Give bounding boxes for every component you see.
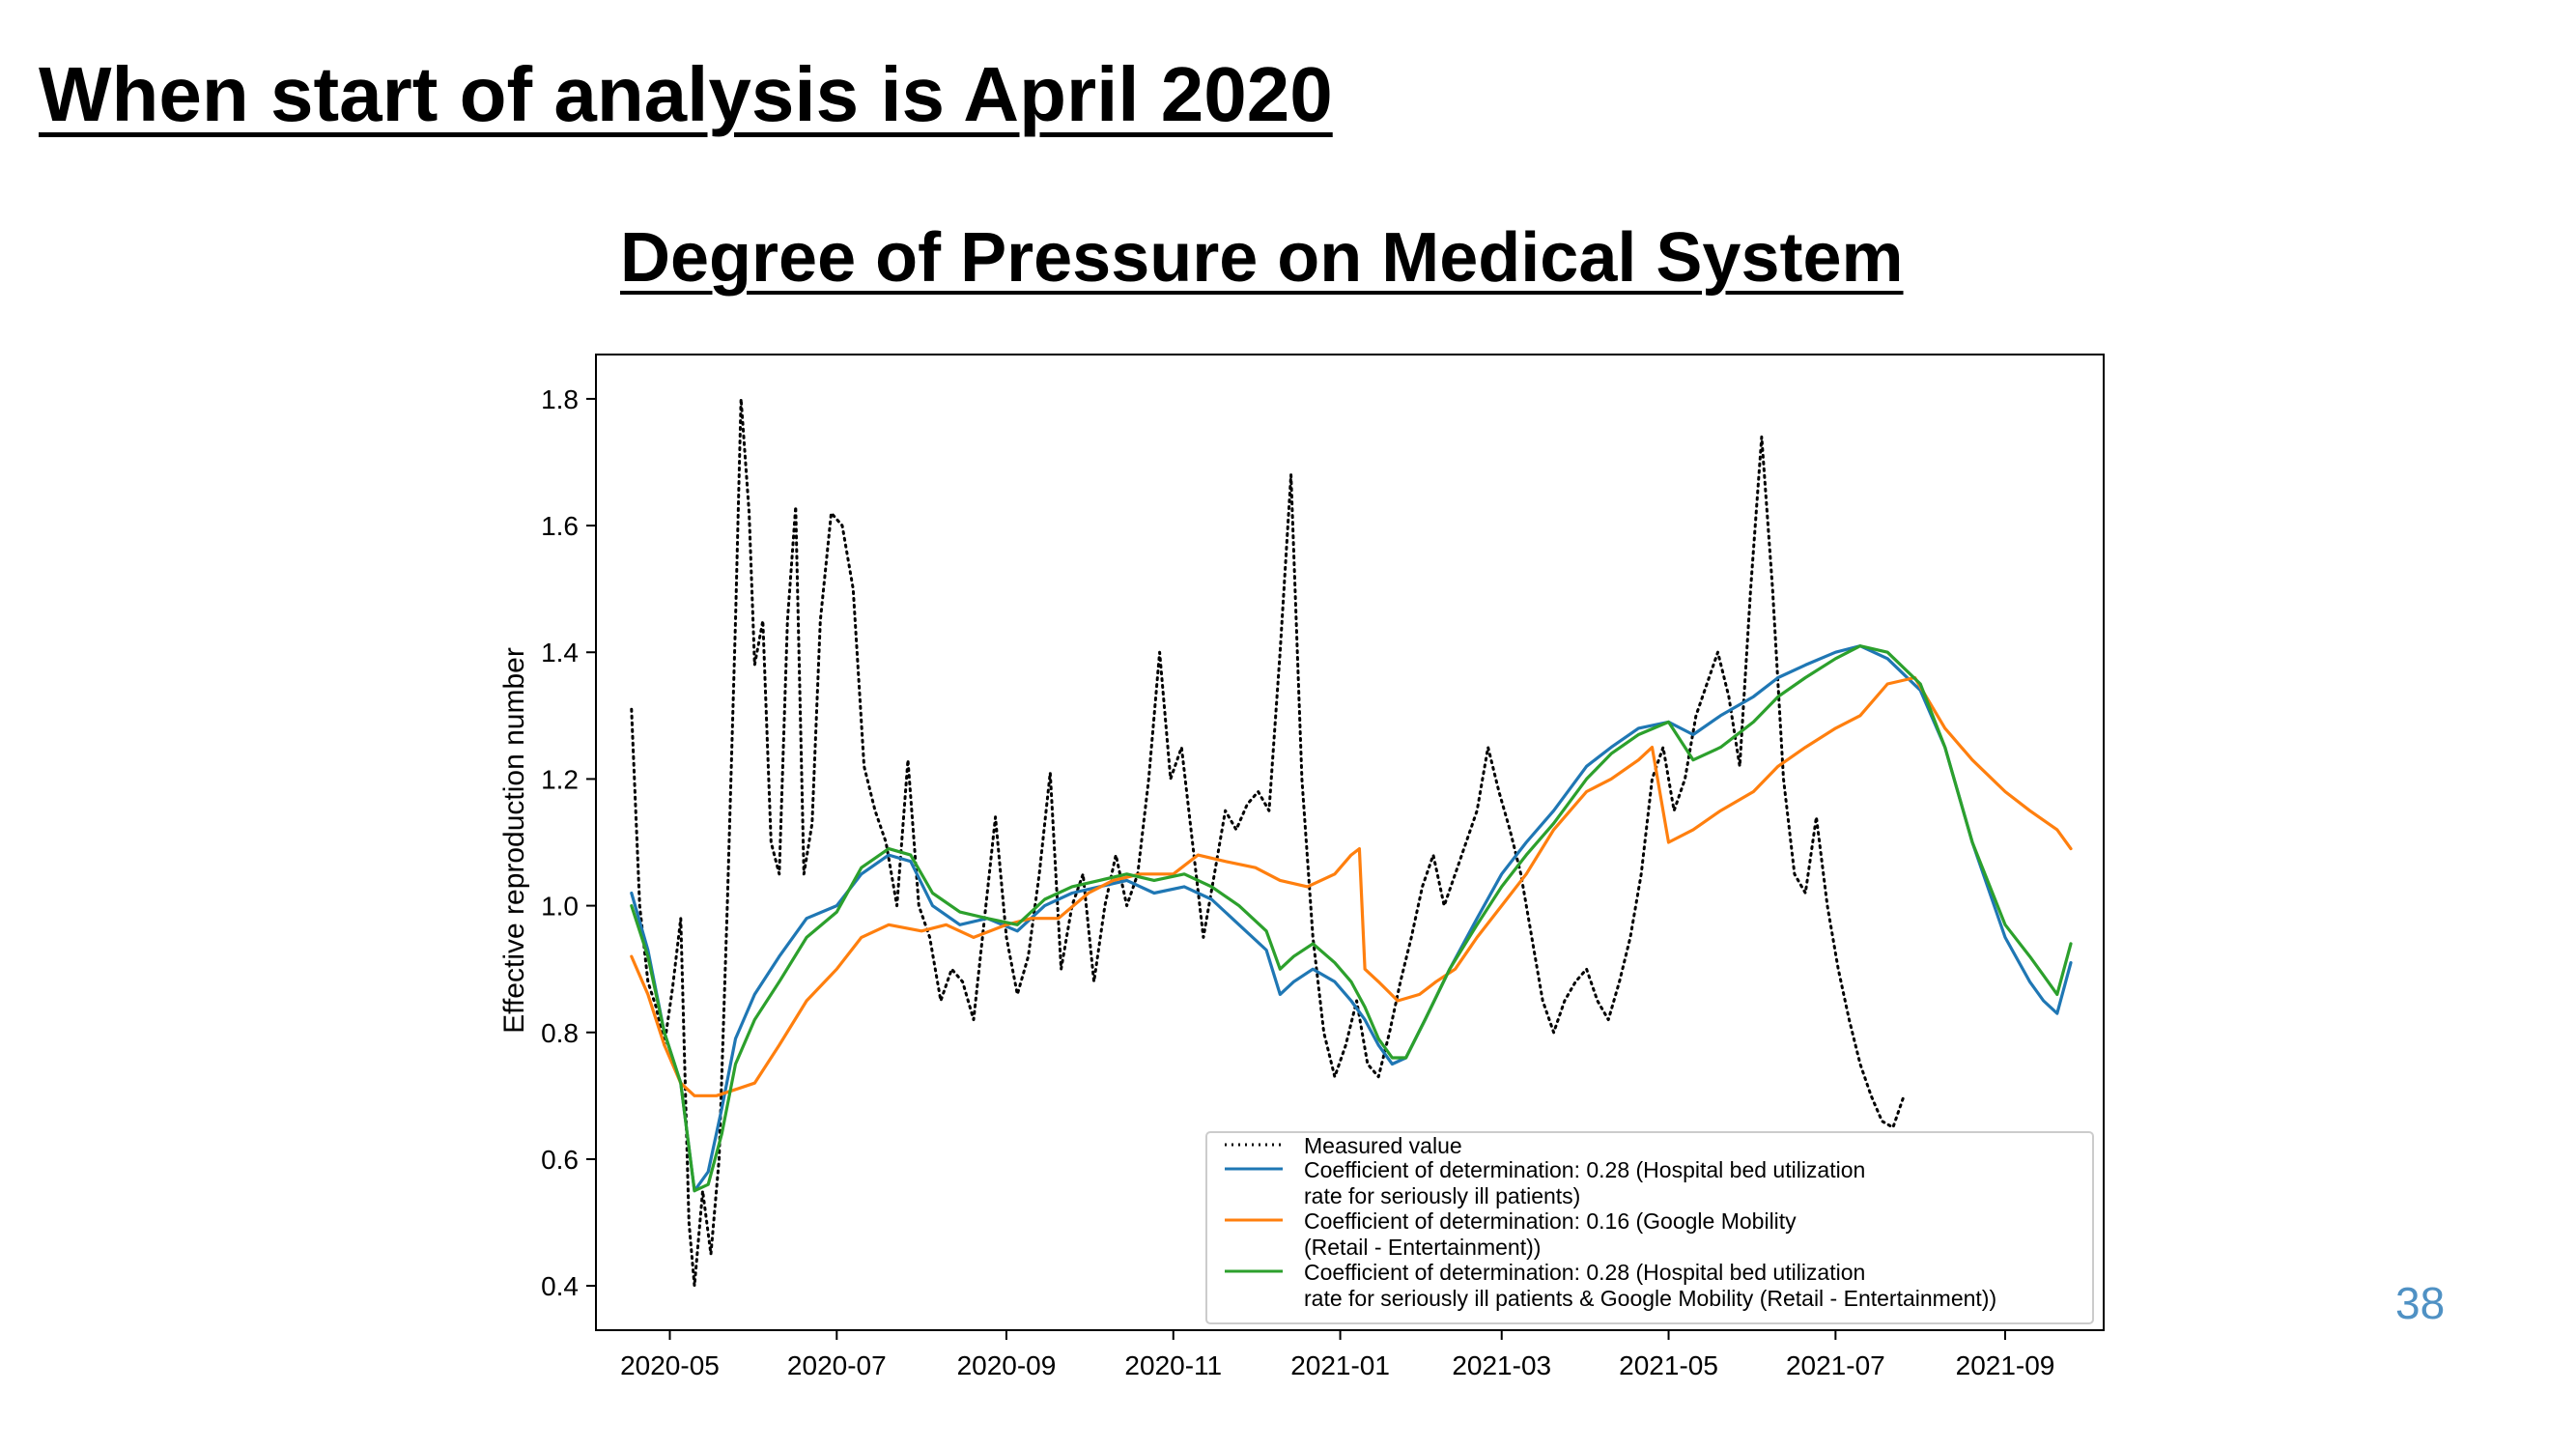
legend-label: Coefficient of determination: 0.28 (Hosp… <box>1304 1260 1865 1285</box>
series-line-measured <box>630 397 1906 1288</box>
x-tick-label: 2020-11 <box>1124 1350 1222 1380</box>
x-tick-label: 2020-05 <box>620 1350 720 1380</box>
y-tick-label: 0.6 <box>541 1145 579 1175</box>
slide-title: When start of analysis is April 2020 <box>39 51 1333 137</box>
legend-label: Measured value <box>1304 1133 1462 1158</box>
x-axis: 2020-05 2020-07 2020-09 2020-11 2021-01 2021-… <box>620 1330 2054 1380</box>
page-number: 38 <box>2395 1278 2446 1328</box>
y-tick-label: 1.0 <box>541 892 579 922</box>
x-tick-label: 2021-07 <box>1786 1350 1885 1380</box>
y-tick-label: 1.8 <box>541 384 579 414</box>
legend-label: Coefficient of determination: 0.28 (Hosp… <box>1304 1157 1865 1182</box>
x-tick-label: 2021-03 <box>1452 1350 1551 1380</box>
chart-title: Degree of Pressure on Medical System <box>620 219 1904 297</box>
legend-label-cont: rate for seriously ill patients & Google… <box>1304 1286 1996 1311</box>
legend-label-cont: rate for seriously ill patients) <box>1304 1183 1580 1208</box>
y-axis-label: Effective reproduction number <box>498 647 530 1034</box>
legend-label: Coefficient of determination: 0.16 (Goog… <box>1304 1208 1797 1234</box>
y-tick-label: 0.8 <box>541 1018 579 1048</box>
x-tick-label: 2020-07 <box>787 1350 887 1380</box>
x-tick-label: 2020-09 <box>957 1350 1057 1380</box>
series-line-model-2 <box>630 675 2073 1097</box>
y-axis: 0.4 0.6 0.8 1.0 1.2 1.4 1.6 1.8 <box>541 384 596 1301</box>
legend-box <box>1205 1131 2094 1324</box>
y-tick-label: 1.2 <box>541 764 579 794</box>
series-line-model-1 <box>630 644 2073 1193</box>
plot-lines <box>630 397 2073 1288</box>
legend-label-cont: (Retail - Entertainment)) <box>1304 1235 1541 1260</box>
y-tick-label: 1.6 <box>541 511 579 541</box>
x-tick-label: 2021-05 <box>1619 1350 1718 1380</box>
y-tick-label: 1.4 <box>541 638 579 668</box>
y-tick-label: 0.4 <box>541 1271 579 1301</box>
x-tick-label: 2021-09 <box>1956 1350 2055 1380</box>
plot-frame <box>595 354 2105 1331</box>
series-line-model-3 <box>630 644 2073 1193</box>
x-tick-label: 2021-01 <box>1290 1350 1390 1380</box>
